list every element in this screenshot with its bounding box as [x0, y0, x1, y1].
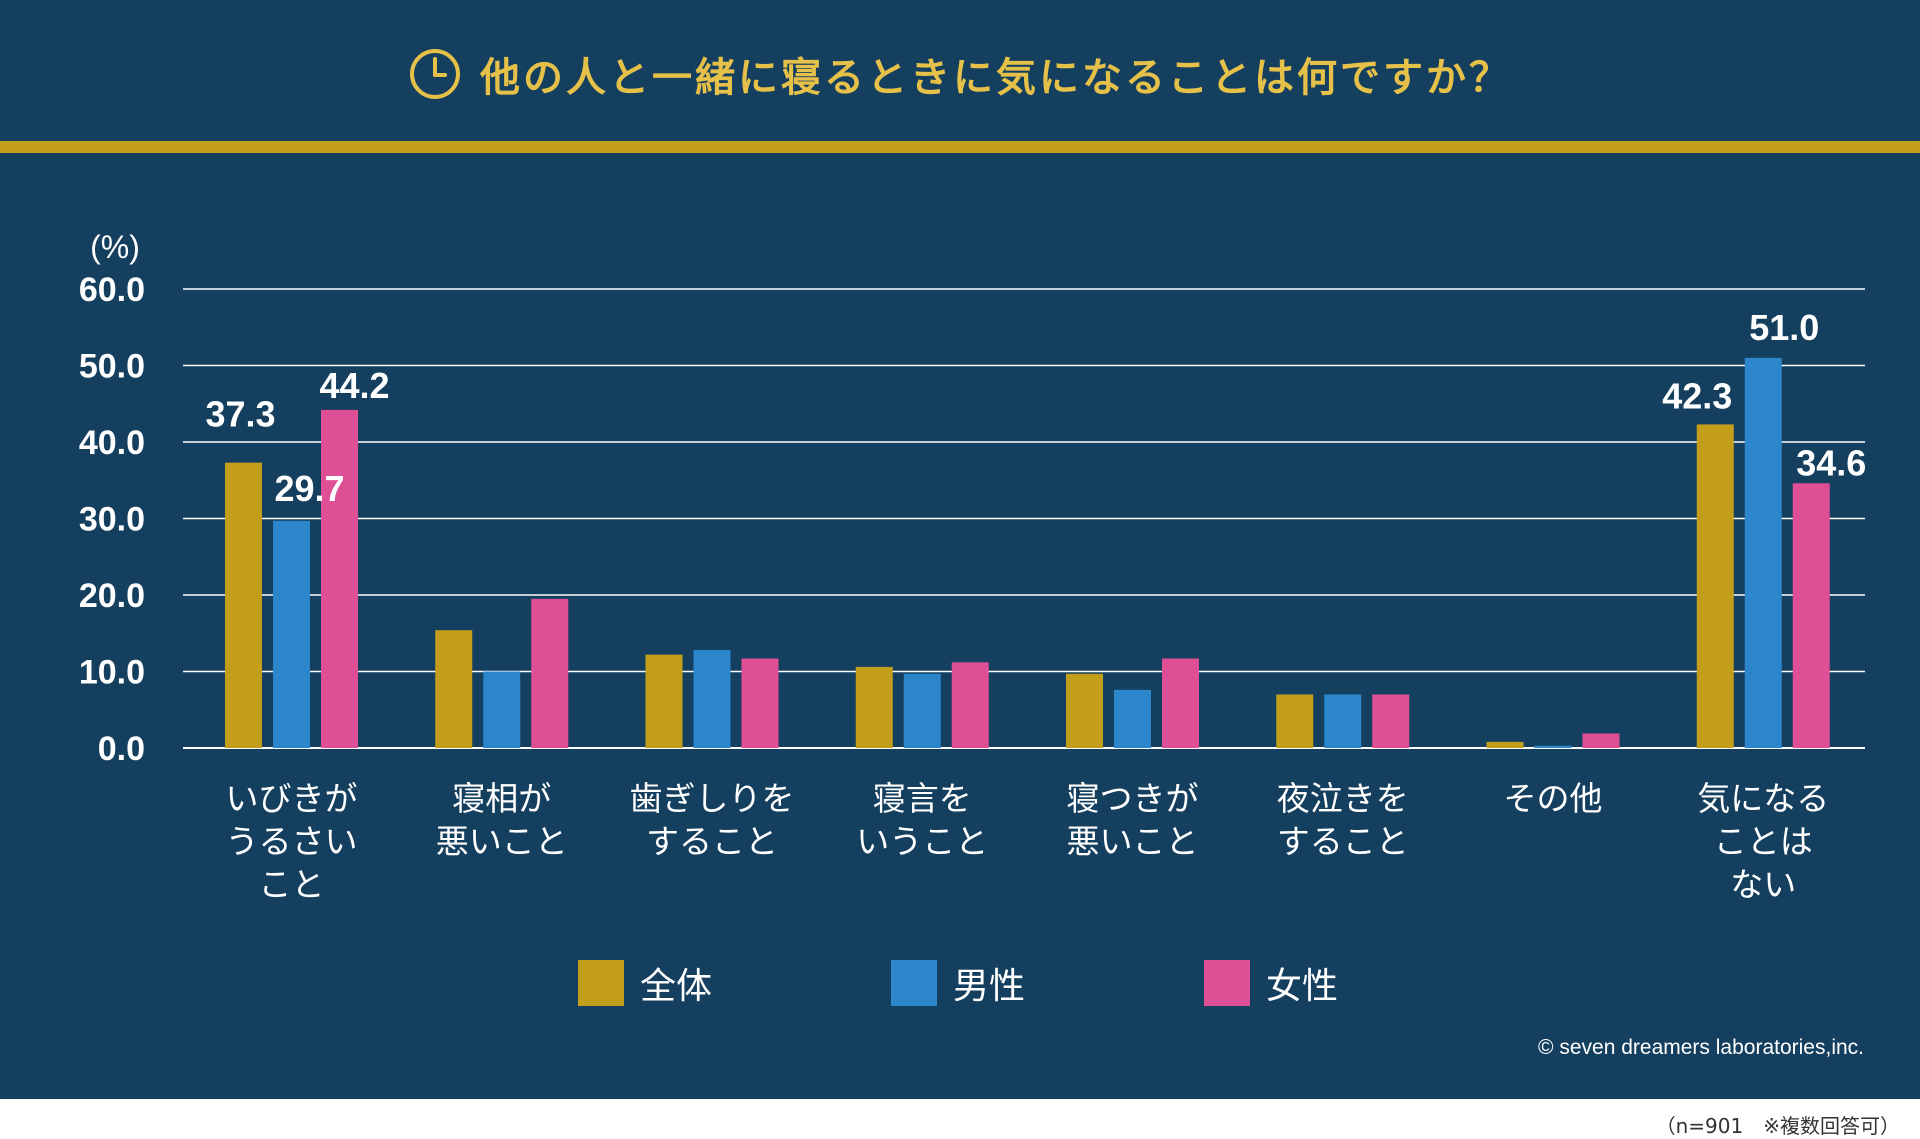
category-label: 夜泣きを	[1277, 779, 1409, 818]
legend-item-male: 男性	[891, 957, 1204, 1009]
y-tick-label: 40.0	[79, 424, 145, 462]
y-axis-unit: (%)	[90, 229, 140, 265]
bar-female	[741, 658, 779, 748]
data-label: 29.7	[274, 468, 344, 509]
y-axis-ticks: 0.0 10.0 20.0 30.0 40.0 50.0 60.0	[79, 271, 145, 768]
bar-female	[951, 662, 989, 748]
y-tick-label: 0.0	[98, 730, 145, 768]
bar-male	[903, 673, 941, 748]
bar-all	[1066, 673, 1103, 748]
category-label: 歯ぎしりを	[630, 779, 795, 818]
category-label: 気になる	[1697, 779, 1829, 818]
copyright-text: © seven dreamers laboratories,inc.	[1538, 1036, 1864, 1059]
legend-label-female: 女性	[1266, 966, 1339, 1007]
sample-footnote: （n=901 ※複数回答可）	[1655, 1114, 1900, 1138]
y-tick-label: 30.0	[79, 501, 145, 539]
chart-header: 他の人と一緒に寝るときに気になることは何ですか？	[0, 0, 1920, 140]
chart-title: 他の人と一緒に寝るときに気になることは何ですか？	[480, 55, 1512, 101]
y-tick-label: 10.0	[79, 654, 145, 692]
y-tick-label: 50.0	[79, 348, 145, 386]
legend: 全体 男性 女性	[578, 957, 1517, 1009]
bar-male	[483, 671, 521, 748]
legend-label-male: 男性	[953, 966, 1026, 1007]
category-label: うるさい	[226, 822, 358, 861]
y-tick-label: 60.0	[79, 271, 145, 309]
category-label: その他	[1504, 779, 1603, 818]
data-label: 34.6	[1796, 442, 1866, 483]
category-label: こと	[259, 865, 325, 904]
legend-swatch-female	[1204, 960, 1250, 1006]
bar-female	[1162, 658, 1199, 748]
bar-female	[531, 598, 569, 748]
data-label: 51.0	[1749, 307, 1819, 348]
bar-all	[855, 666, 893, 748]
clock-icon	[410, 49, 460, 99]
bar-female	[1792, 483, 1830, 748]
legend-item-all: 全体	[578, 957, 891, 1009]
bar-male	[273, 520, 310, 748]
category-label: 寝つきが	[1067, 779, 1199, 818]
title-wrap: 他の人と一緒に寝るときに気になることは何ですか？	[408, 45, 1512, 103]
title-divider	[0, 141, 1920, 153]
bar-male	[693, 650, 731, 748]
bar-male	[1114, 689, 1151, 748]
category-label: 悪いこと	[1067, 822, 1199, 861]
category-label: すること	[646, 822, 778, 861]
bar-female	[1372, 694, 1410, 748]
bar-all	[1696, 424, 1734, 748]
legend-swatch-male	[891, 960, 937, 1006]
bar-male	[1534, 745, 1572, 748]
bars	[225, 357, 1830, 748]
category-label: 寝相が	[452, 779, 551, 818]
bar-all	[225, 462, 262, 748]
bar-male	[1744, 357, 1782, 748]
category-label: すること	[1277, 822, 1409, 861]
category-label: ことは	[1714, 822, 1813, 861]
data-label: 44.2	[319, 365, 389, 406]
chart-panel	[0, 0, 1920, 1099]
bar-male	[1324, 694, 1362, 748]
bar-chart: 0.0 10.0 20.0 30.0 40.0 50.0 60.0 37.3 29.7 44.2…	[79, 229, 1866, 904]
bar-female	[1582, 733, 1620, 748]
bar-female	[321, 409, 358, 748]
legend-item-female: 女性	[1204, 957, 1517, 1009]
category-label: いびきが	[226, 779, 358, 818]
data-label: 37.3	[205, 394, 275, 435]
category-label: ない	[1730, 865, 1796, 904]
data-label: 42.3	[1662, 375, 1732, 416]
data-labels: 37.3 29.7 44.2 42.3 51.0 34.6	[205, 307, 1866, 509]
legend-label-all: 全体	[640, 966, 713, 1007]
bar-all	[1486, 741, 1524, 748]
bar-all	[1276, 694, 1314, 748]
bar-all	[645, 654, 683, 748]
bar-all	[435, 630, 473, 748]
category-label: 寝言を	[873, 779, 972, 818]
category-label: 悪いこと	[436, 822, 568, 861]
legend-swatch-all	[578, 960, 624, 1006]
y-tick-label: 20.0	[79, 577, 145, 615]
category-label: いうこと	[856, 822, 988, 861]
